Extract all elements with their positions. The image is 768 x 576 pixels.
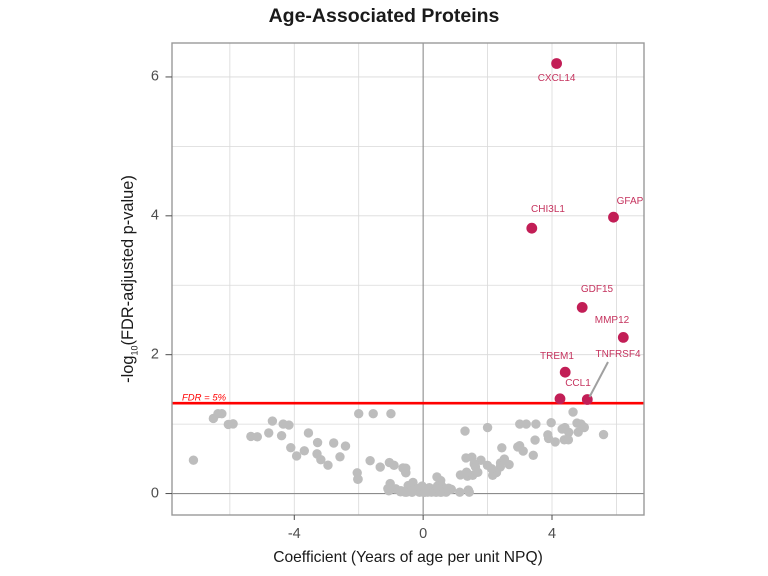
svg-text:-4: -4 [288, 526, 301, 542]
svg-text:FDR = 5%: FDR = 5% [182, 393, 227, 404]
svg-text:GFAP: GFAP [617, 196, 644, 207]
svg-text:TREM1: TREM1 [540, 351, 574, 362]
svg-text:CHI3L1: CHI3L1 [531, 204, 565, 215]
svg-text:4: 4 [151, 208, 159, 224]
svg-text:MMP12: MMP12 [595, 315, 630, 326]
svg-text:CCL1: CCL1 [565, 378, 591, 389]
svg-text:CXCL14: CXCL14 [538, 73, 576, 84]
svg-text:4: 4 [548, 526, 556, 542]
svg-text:0: 0 [419, 526, 427, 542]
svg-text:GDF15: GDF15 [581, 284, 614, 295]
svg-text:0: 0 [151, 485, 159, 501]
svg-text:2: 2 [151, 346, 159, 362]
svg-text:6: 6 [151, 69, 159, 85]
svg-text:TNFRSF4: TNFRSF4 [596, 349, 641, 360]
